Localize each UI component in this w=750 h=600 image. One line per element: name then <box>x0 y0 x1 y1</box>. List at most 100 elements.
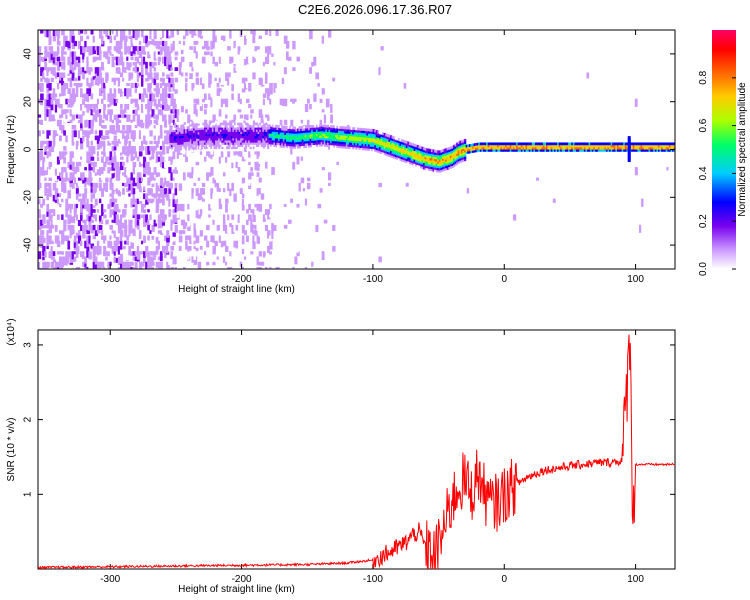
spectrogram-cell <box>84 56 88 64</box>
spectrogram-cell <box>224 144 227 147</box>
spectrogram-cell <box>88 177 92 186</box>
spectrogram-cell <box>423 147 426 151</box>
spectrogram-cell <box>464 149 467 153</box>
spectrogram-cell <box>216 137 219 141</box>
spectrogram-cell <box>227 135 230 139</box>
spectrogram-cell <box>336 98 339 103</box>
spectrogram-cell <box>344 141 347 145</box>
spectrogram-cell <box>298 126 301 130</box>
spectrogram-cell <box>185 30 189 36</box>
spectrogram-cell <box>177 139 180 143</box>
spectrogram-cell <box>149 61 153 67</box>
spectrogram-cell <box>308 127 311 131</box>
spectrogram-cell <box>52 182 57 191</box>
spectrogram-cell <box>653 148 656 152</box>
spectrogram-cell <box>366 147 369 151</box>
spectrogram-cell <box>397 144 401 148</box>
spectrogram-cell <box>71 114 76 121</box>
spectrogram-cell <box>482 144 486 148</box>
spectrogram-cell <box>427 167 431 171</box>
spectrogram-cell <box>111 235 116 242</box>
spectrogram-cell <box>178 177 182 184</box>
spectrogram-cell <box>587 148 590 152</box>
spectrogram-cell <box>192 142 196 146</box>
spectrogram-cell <box>174 137 177 141</box>
spectrogram-cell <box>44 98 48 106</box>
spectrogram-cell <box>101 188 105 197</box>
spectrogram-cell <box>44 104 48 110</box>
spectrogram-cell <box>279 138 282 142</box>
spectrogram-cell <box>71 130 74 139</box>
spectrogram-cell <box>69 61 74 71</box>
spectrogram-cell <box>229 203 233 211</box>
spectrogram-cell <box>159 161 163 168</box>
spectrogram-cell <box>572 146 576 150</box>
spectrogram-cell <box>327 172 332 181</box>
spectrogram-cell <box>320 130 323 134</box>
spectrogram-cell <box>239 114 244 119</box>
spectrogram-cell <box>445 150 448 154</box>
spectrogram-cell <box>564 146 568 150</box>
spectrogram-cell <box>260 56 265 62</box>
spectrogram-cell <box>136 156 140 162</box>
spectrogram-cell <box>84 219 87 225</box>
spectrogram-cell <box>256 141 259 145</box>
spectrogram-cell <box>38 251 42 260</box>
spectrogram-cell <box>54 98 58 105</box>
spectrogram-cell <box>408 161 412 165</box>
spectrogram-cell <box>59 256 63 265</box>
spectrogram-cell <box>130 198 134 208</box>
spectrogram-cell <box>159 177 164 186</box>
spectrogram-cell <box>140 161 145 167</box>
spectrogram-cell <box>73 93 77 103</box>
spectrogram-cell <box>555 148 558 152</box>
spectrogram-cell <box>205 131 208 135</box>
spectrogram-cell <box>264 88 268 94</box>
spectrogram-cell <box>380 146 383 150</box>
spectrogram-cell <box>327 182 331 187</box>
spectrogram-cell <box>98 224 103 230</box>
spectrogram-cell <box>90 161 93 166</box>
spectrogram-cell <box>187 219 190 227</box>
spectrogram-cell <box>174 140 177 143</box>
spectrogram-cell <box>241 124 245 128</box>
spectrogram-cell <box>174 77 179 83</box>
spectrogram-cell <box>117 119 122 123</box>
spectrogram-cell <box>71 88 75 98</box>
spectrogram-cell <box>174 122 177 126</box>
spectrogram-cell <box>136 77 141 83</box>
spectrogram-cell <box>65 46 69 52</box>
spectrogram-cell <box>199 188 204 195</box>
spectrogram-cell <box>169 127 172 130</box>
spectrogram-cell <box>330 131 333 135</box>
spectrogram-cell <box>503 142 506 146</box>
spectrogram-cell <box>295 128 298 132</box>
spectrogram-cell <box>122 77 126 82</box>
spectrogram-cell <box>366 145 369 149</box>
spectrogram-cell <box>419 154 423 158</box>
spectrogram-cell <box>344 130 347 134</box>
spectrogram-cell <box>140 114 144 118</box>
spectrogram-cell <box>500 146 503 150</box>
spectrogram-cell <box>124 240 127 245</box>
spectrogram-cell <box>161 161 166 169</box>
spectrogram-cell <box>320 139 323 143</box>
spectrogram-cell <box>181 128 185 132</box>
spectrogram-cell <box>172 240 176 246</box>
spectrogram-cell <box>456 142 459 146</box>
spectrogram-cell <box>476 144 479 148</box>
spectrogram-cell <box>251 131 254 135</box>
spectrogram-cell <box>366 134 369 138</box>
spectrogram-cell <box>264 182 268 190</box>
spectrogram-cell <box>457 152 460 155</box>
spectrogram-cell <box>558 142 561 146</box>
spectrogram-cell <box>61 198 64 203</box>
spectrogram-cell <box>153 67 157 72</box>
spectrogram-cell <box>380 142 383 146</box>
spectrogram-cell <box>466 188 470 194</box>
spectrogram-cell <box>271 30 275 38</box>
spectrogram-cell <box>334 140 338 144</box>
spectrogram-cell <box>207 144 210 147</box>
spectrogram-cell <box>199 137 202 141</box>
spectrogram-cell <box>128 198 131 208</box>
